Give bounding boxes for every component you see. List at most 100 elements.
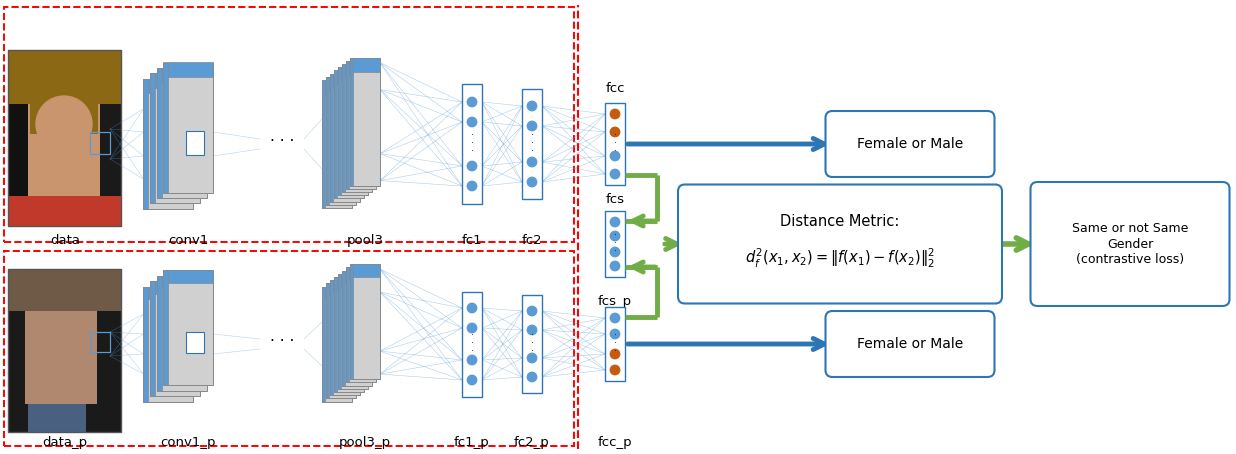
Circle shape xyxy=(611,217,619,227)
Bar xyxy=(350,58,379,72)
Bar xyxy=(28,404,87,432)
Bar xyxy=(185,131,204,155)
Circle shape xyxy=(467,303,477,313)
Bar xyxy=(7,196,121,226)
Bar xyxy=(163,63,213,77)
Bar xyxy=(337,274,368,389)
Circle shape xyxy=(467,323,477,333)
Circle shape xyxy=(528,372,536,382)
Circle shape xyxy=(611,109,619,118)
Text: Female or Male: Female or Male xyxy=(857,137,963,151)
Bar xyxy=(330,280,332,395)
Bar xyxy=(326,283,329,398)
Circle shape xyxy=(33,321,89,377)
Bar xyxy=(323,286,352,299)
Bar xyxy=(150,74,154,203)
Circle shape xyxy=(467,355,477,365)
FancyBboxPatch shape xyxy=(1031,182,1230,306)
Circle shape xyxy=(467,117,477,127)
Bar xyxy=(150,281,200,396)
Circle shape xyxy=(611,151,619,161)
Text: ·
·
·: · · · xyxy=(613,132,617,157)
Bar xyxy=(143,79,148,209)
Bar xyxy=(330,280,360,395)
Circle shape xyxy=(611,313,619,323)
Bar xyxy=(163,63,168,192)
Bar xyxy=(342,271,345,385)
Bar xyxy=(323,80,325,208)
Circle shape xyxy=(611,247,619,257)
FancyBboxPatch shape xyxy=(462,84,482,204)
Bar xyxy=(330,280,360,293)
Bar xyxy=(163,270,213,385)
Circle shape xyxy=(467,181,477,191)
Bar xyxy=(157,276,206,288)
Bar xyxy=(7,50,121,104)
Bar xyxy=(150,281,154,396)
Bar xyxy=(346,61,349,189)
FancyBboxPatch shape xyxy=(462,291,482,396)
Circle shape xyxy=(528,306,536,316)
Bar xyxy=(337,67,368,195)
Circle shape xyxy=(467,375,477,385)
Bar xyxy=(330,74,332,202)
Bar xyxy=(334,70,363,198)
Text: fc2: fc2 xyxy=(522,234,543,247)
Circle shape xyxy=(611,365,619,375)
Bar xyxy=(25,299,96,404)
Circle shape xyxy=(528,101,536,111)
Bar xyxy=(28,84,100,199)
Text: ·
·
·: · · · xyxy=(471,331,473,356)
Bar xyxy=(150,74,200,88)
Bar xyxy=(326,283,356,398)
Text: · · ·: · · · xyxy=(269,334,294,349)
Bar xyxy=(7,269,121,432)
Circle shape xyxy=(528,178,536,187)
Text: data_p: data_p xyxy=(42,436,88,449)
Circle shape xyxy=(611,231,619,241)
Text: fc1: fc1 xyxy=(462,234,482,247)
Bar xyxy=(323,80,352,94)
FancyBboxPatch shape xyxy=(679,184,1002,304)
Bar xyxy=(334,277,337,392)
Text: Same or not Same
Gender
(contrastive loss): Same or not Same Gender (contrastive los… xyxy=(1072,222,1188,266)
Bar xyxy=(337,67,368,81)
Circle shape xyxy=(611,329,619,339)
Text: Distance Metric:: Distance Metric: xyxy=(780,214,900,230)
Text: ·
·
·: · · · xyxy=(530,331,534,356)
Text: fc2_p: fc2_p xyxy=(514,436,550,449)
Circle shape xyxy=(611,127,619,137)
Bar xyxy=(157,68,206,82)
Bar xyxy=(150,74,200,203)
Circle shape xyxy=(467,97,477,107)
Bar xyxy=(7,269,121,432)
Bar xyxy=(334,277,363,290)
FancyBboxPatch shape xyxy=(604,103,625,185)
Bar xyxy=(326,77,329,205)
Bar xyxy=(342,64,372,192)
Text: pool3_p: pool3_p xyxy=(339,436,391,449)
Bar xyxy=(346,61,376,75)
Bar xyxy=(346,267,349,382)
Bar xyxy=(350,264,379,379)
Text: $d_f^2(x_1,x_2)=\|f(x_1)-f(x_2)\|_2^2$: $d_f^2(x_1,x_2)=\|f(x_1)-f(x_2)\|_2^2$ xyxy=(745,247,934,270)
Text: conv1: conv1 xyxy=(168,234,208,247)
Bar xyxy=(143,286,148,401)
Bar xyxy=(330,74,360,202)
FancyBboxPatch shape xyxy=(604,211,625,277)
Bar xyxy=(342,64,345,192)
Bar xyxy=(143,286,194,299)
Text: · · ·: · · · xyxy=(269,133,294,148)
Circle shape xyxy=(611,349,619,359)
Circle shape xyxy=(528,157,536,167)
Bar xyxy=(90,332,110,352)
Bar xyxy=(7,50,121,226)
Circle shape xyxy=(467,161,477,171)
Circle shape xyxy=(528,121,536,131)
Text: conv1_p: conv1_p xyxy=(161,436,216,449)
Bar xyxy=(350,264,379,277)
Bar xyxy=(326,77,356,91)
Bar xyxy=(157,276,206,390)
FancyBboxPatch shape xyxy=(522,89,543,199)
Bar xyxy=(342,271,372,385)
